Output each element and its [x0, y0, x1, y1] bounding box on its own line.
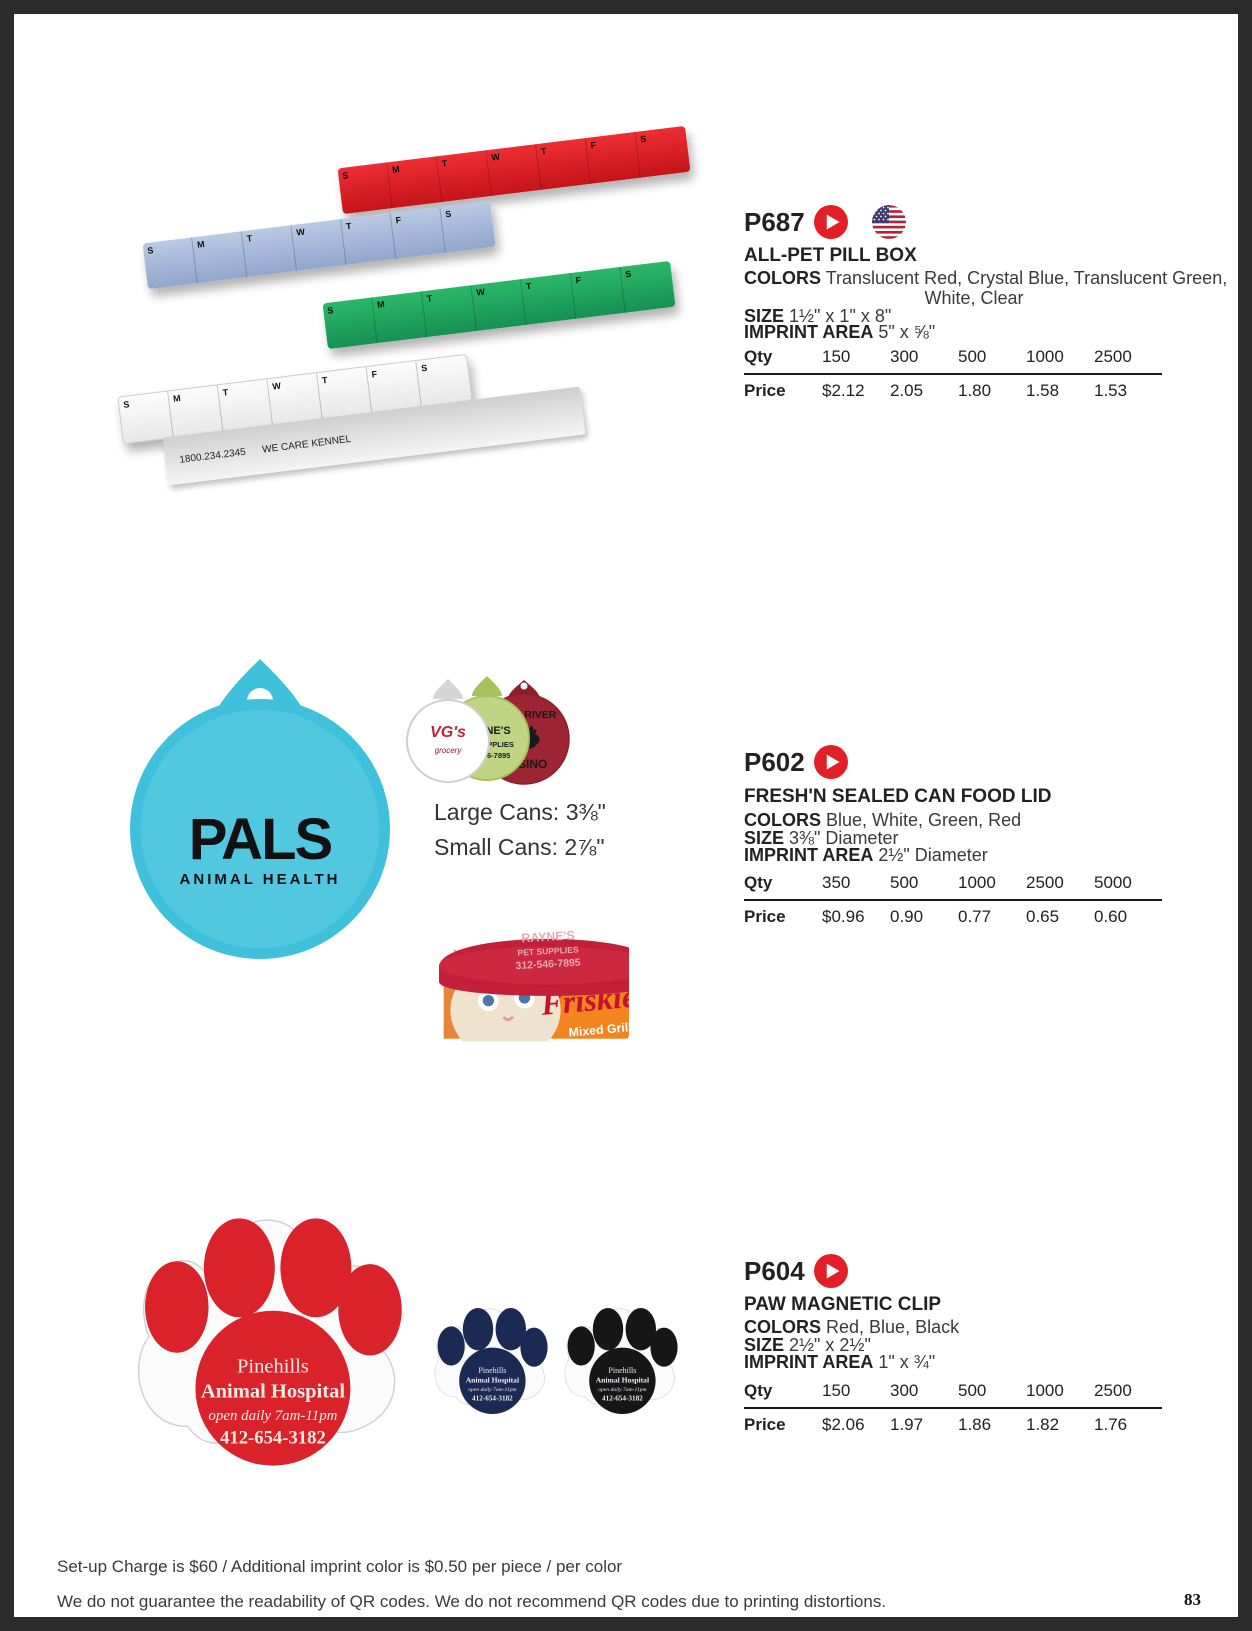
svg-text:VG's: VG's [430, 724, 466, 741]
svg-text:grocery: grocery [435, 746, 463, 755]
svg-text:open daily 7am-11pm: open daily 7am-11pm [598, 1387, 646, 1393]
svg-text:412-654-3182: 412-654-3182 [220, 1427, 326, 1448]
svg-text:412-654-3182: 412-654-3182 [472, 1394, 513, 1402]
svg-text:open daily 7am-11pm: open daily 7am-11pm [208, 1408, 337, 1424]
svg-text:412-654-3182: 412-654-3182 [602, 1394, 643, 1402]
svg-text:Pinehills: Pinehills [608, 1366, 636, 1375]
svg-text:open daily 7am-11pm: open daily 7am-11pm [468, 1387, 516, 1393]
svg-text:RAYNE'S: RAYNE'S [521, 928, 575, 945]
svg-text:Animal Hospital: Animal Hospital [466, 1375, 519, 1384]
svg-text:ANIMAL HEALTH: ANIMAL HEALTH [180, 871, 341, 888]
svg-text:Pinehills: Pinehills [478, 1366, 506, 1375]
svg-text:PALS: PALS [189, 807, 332, 872]
svg-text:Animal Hospital: Animal Hospital [596, 1375, 649, 1384]
svg-text:Pinehills: Pinehills [237, 1355, 309, 1377]
svg-text:Animal Hospital: Animal Hospital [201, 1381, 346, 1403]
